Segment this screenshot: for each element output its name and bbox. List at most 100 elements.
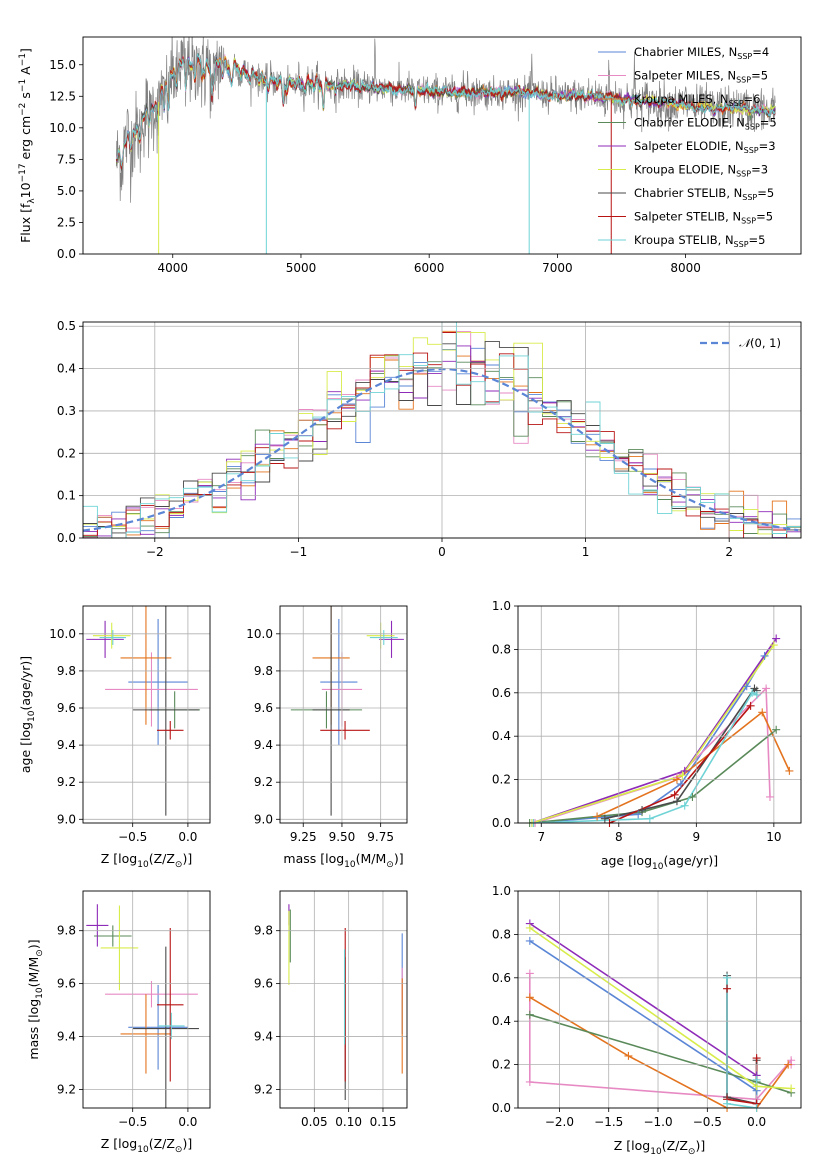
x-axis-label-part: ⊙ <box>175 1145 183 1155</box>
legend-label-part: =5 <box>751 69 768 83</box>
tick-label-x: 1 <box>582 545 590 559</box>
y-axis-label-part: (age/yr)] <box>18 656 33 711</box>
legend-label: Kroupa MILES, NSSP=6 <box>634 92 761 108</box>
weight-point <box>752 690 761 699</box>
legend-label-part: Kroupa ELODIE, <box>634 163 727 177</box>
tick-label-x: 0.15 <box>370 1115 397 1129</box>
tick-label-y: 0.0 <box>492 1101 511 1115</box>
legend-label-part: Salpeter STELIB, <box>634 210 732 224</box>
legend-label-part: N <box>734 186 743 200</box>
weight-series-line <box>609 705 752 823</box>
legend-label-part: Kroupa STELIB, <box>634 233 725 247</box>
tick-label-x: 0.0 <box>178 1115 197 1129</box>
legend-label-part: SSP <box>742 193 757 202</box>
tick-label-y: 0.2 <box>57 446 76 460</box>
tick-label-y: 9.6 <box>254 701 273 715</box>
tick-label-y: 9.6 <box>254 977 273 991</box>
histogram-series <box>83 332 801 538</box>
legend-label-part: Chabrier STELIB, <box>634 186 734 200</box>
tick-label-x: 9.25 <box>290 830 317 844</box>
x-axis-label-part: age [log <box>601 853 652 868</box>
legend-label-part: Salpeter ELODIE, <box>634 139 735 153</box>
y-axis-label-part: s <box>18 92 33 103</box>
tick-label-x: −1.0 <box>643 1115 672 1129</box>
weight-point <box>772 725 781 734</box>
y-axis-label-part: )] <box>26 939 41 949</box>
legend-label-part: Chabrier ELODIE, <box>634 116 736 130</box>
y-axis-label-part: erg cm <box>18 116 33 164</box>
legend-label-part: N <box>727 69 736 83</box>
legend-label-part: N <box>729 45 738 59</box>
tick-label-x: 6000 <box>414 261 445 275</box>
legend-label-part: Salpeter MILES, <box>634 69 727 83</box>
tick-label-x: 0 <box>438 545 446 559</box>
tick-label-y: 1.0 <box>492 599 511 613</box>
x-axis-label-part: (Z/Z <box>662 1138 688 1153</box>
legend-label-part: =4 <box>752 45 769 59</box>
tick-label-y: 9.2 <box>254 775 273 789</box>
x-axis-label-part: (age/yr)] <box>663 853 718 868</box>
weight-series-line <box>529 996 789 1108</box>
tick-label-y: 0.0 <box>57 531 76 545</box>
tick-label-x: 0.10 <box>335 1115 362 1129</box>
tick-label-y: 12.5 <box>49 89 76 103</box>
tick-label-y: 0.2 <box>492 1058 511 1072</box>
y-axis-label-part: −2 <box>18 103 28 116</box>
tick-label-y: 9.4 <box>254 1030 273 1044</box>
x-axis-label-part: )] <box>182 1136 192 1151</box>
axes-frame <box>517 890 802 1109</box>
y-axis-label-part: (M/M <box>26 957 41 988</box>
plot-area-weight_vs_age <box>529 638 791 823</box>
plot-area-age_vs_Z <box>86 606 201 816</box>
tick-label-x: 7 <box>537 830 545 844</box>
weight-point <box>672 797 681 806</box>
weight-point <box>746 701 755 710</box>
tick-label-y: 9.6 <box>57 701 76 715</box>
tick-label-y: 7.5 <box>57 152 76 166</box>
chart-mass_vs_ebv: 0.05 0.10 0.15 9.2 9.4 9.6 9.8 <box>254 890 408 1129</box>
x-axis-label: age [log10(age/yr)] <box>601 853 718 872</box>
tick-label-y: 5.0 <box>57 184 76 198</box>
y-axis-label-part: A <box>18 66 33 79</box>
tick-label-x: 8000 <box>670 261 701 275</box>
y-axis-label-part: −1 <box>18 79 28 92</box>
x-axis-label: Z [log10(Z/Z⊙)] <box>101 851 192 870</box>
weight-series-line <box>533 691 758 823</box>
x-axis-label-part: )] <box>394 851 404 866</box>
legend-label: Kroupa ELODIE, NSSP=3 <box>634 163 768 179</box>
tick-label-x: −0.5 <box>693 1115 722 1129</box>
weight-point <box>723 1099 732 1108</box>
x-axis-label-part: 10 <box>137 1145 149 1155</box>
tick-label-y: 9.8 <box>57 924 76 938</box>
weight-point <box>772 634 781 643</box>
legend-label-part: Chabrier MILES, <box>634 45 729 59</box>
tick-label-y: 0.0 <box>57 247 76 261</box>
tick-label-y: 0.6 <box>492 971 511 985</box>
tick-label-y: 15.0 <box>49 58 76 72</box>
axes-frame <box>82 890 211 1109</box>
weight-point <box>645 814 654 823</box>
tick-label-y: 9.2 <box>57 1082 76 1096</box>
x-axis-label-part: (Z/Z <box>149 851 175 866</box>
tick-label-y: 0.4 <box>57 362 76 376</box>
tick-label-y: 10.0 <box>246 627 273 641</box>
weight-point <box>670 790 679 799</box>
x-axis-label-part: 10 <box>652 862 664 872</box>
weight-series-line <box>726 988 758 1105</box>
weight-point <box>748 688 757 697</box>
tick-label-x: 9.75 <box>367 830 394 844</box>
legend-label-part: N <box>732 210 741 224</box>
weight-point <box>638 805 647 814</box>
legend-label: Chabrier MILES, NSSP=4 <box>634 45 769 61</box>
weight-series-line <box>531 644 775 823</box>
y-axis-label: mass [log10(M/M⊙)] <box>26 939 45 1059</box>
normal-curve <box>83 367 799 532</box>
legend-label-part: (0, 1) <box>750 336 781 350</box>
weight-point <box>678 771 687 780</box>
tick-label-y: 9.4 <box>57 738 76 752</box>
legend-label-part: N <box>727 163 736 177</box>
tick-label-y: 0.8 <box>492 927 511 941</box>
legend-label-part: SSP <box>736 76 751 85</box>
